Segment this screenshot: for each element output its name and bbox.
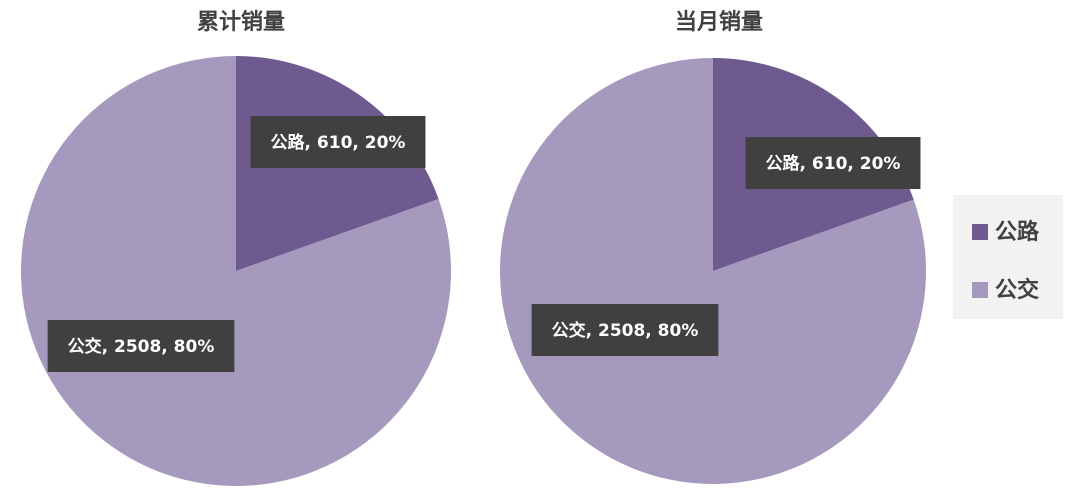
data-label-box	[531, 304, 719, 356]
legend-label: 公路	[995, 219, 1040, 245]
data-label: 公交, 2508, 80%	[552, 320, 699, 341]
legend-swatch	[972, 282, 988, 298]
legend-swatch	[972, 224, 988, 240]
chart-title: 累计销量	[197, 10, 285, 35]
data-label-box	[745, 137, 921, 189]
data-label: 公交, 2508, 80%	[68, 336, 215, 357]
data-label: 公路, 610, 20%	[766, 153, 901, 174]
legend-box	[953, 195, 1063, 319]
pie-slice	[20, 56, 452, 487]
data-label-box	[47, 320, 235, 372]
data-label-box	[250, 116, 426, 168]
legend-label: 公交	[995, 277, 1039, 303]
pie-slice	[500, 58, 926, 484]
chart-title: 当月销量	[675, 10, 763, 35]
data-label: 公路, 610, 20%	[271, 132, 406, 153]
